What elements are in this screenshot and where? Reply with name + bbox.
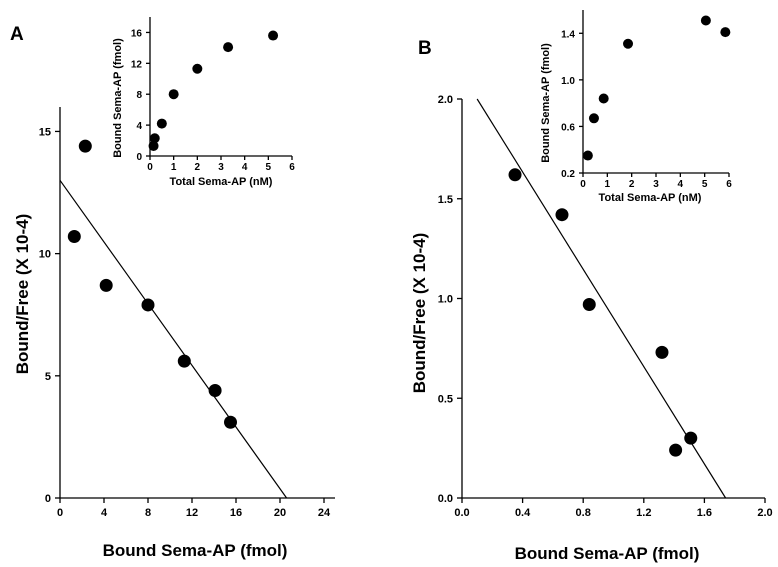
panel-b-inset-data-point [720, 27, 731, 38]
panel-b-main-data-point [655, 345, 669, 359]
panel-a-main-x-axis-label: Bound Sema-AP (fmol) [103, 541, 288, 560]
panel-b-main-y-tick-label: 1.0 [438, 294, 453, 306]
panel-a-inset-data-point [268, 30, 279, 41]
panel-b-inset-x-tick-label: 3 [653, 179, 659, 190]
panel-a-inset-data-point [148, 140, 159, 151]
panel-b-main-fit-line [476, 98, 727, 499]
panel-b-inset-x-tick-label: 2 [629, 179, 635, 190]
panel-a-main-data-point [78, 139, 92, 153]
panel-a-inset-x-tick-label: 4 [242, 162, 248, 173]
panel-a-main-x-tick-label: 16 [230, 507, 242, 519]
panel-a-inset-data-point [149, 133, 160, 144]
panel-a-main-y-tick-label: 15 [39, 126, 51, 138]
panel-b-main-x-tick-label: 0.0 [454, 507, 469, 519]
panel-a-main-y-tick-label: 5 [45, 371, 51, 383]
panel-a-letter: A [10, 24, 24, 45]
panel-b-main-x-tick-label: 1.6 [697, 507, 712, 519]
panel-b-main-x-tick-label: 2.0 [757, 507, 772, 519]
panel-a-main-x-tick-label: 20 [274, 507, 286, 519]
panel-b-inset-x-tick-label: 1 [605, 179, 611, 190]
panel-b-inset-data-point [700, 15, 711, 26]
panel-b-main-data-point [582, 297, 596, 311]
panel-b-main-data-point [669, 443, 683, 457]
panel-b-letter: B [418, 38, 432, 59]
panel-b-inset-data-point [598, 93, 609, 104]
panel-b: B 0.0 0.4 0.8 1.2 1.6 2.0 0.0 0.5 1.0 1.5 2.0 Bound… [410, 10, 773, 563]
panel-a-inset-data-point [223, 42, 234, 53]
panel-a-main-x-tick-label: 24 [318, 507, 331, 519]
panel-b-main-data-point [508, 168, 522, 182]
panel-a-inset-y-tick-label: 16 [131, 28, 143, 39]
panel-b-main-x-tick-label: 0.4 [515, 507, 531, 519]
panel-a-main-fit-line [59, 179, 288, 499]
panel-a-main-data-point [67, 230, 81, 244]
panel-b-inset-y-tick-label: 0.6 [561, 122, 575, 133]
panel-b-inset-x-axis-label: Total Sema-AP (nM) [599, 192, 702, 204]
panel-a-inset-data-point [192, 63, 203, 74]
panel-b-main-y-tick-label: 1.5 [438, 194, 453, 206]
panel-b-main-x-axis-label: Bound Sema-AP (fmol) [515, 544, 700, 563]
panel-a-inset-x-tick-label: 3 [218, 162, 224, 173]
panel-a-main-x-tick-label: 0 [57, 507, 63, 519]
panel-b-main-y-tick-label: 0.0 [438, 493, 453, 505]
panel-a-inset-y-tick-label: 0 [136, 152, 142, 163]
panel-b-inset-y-tick-label: 0.2 [561, 169, 575, 180]
panel-a-inset-x-tick-label: 5 [266, 162, 272, 173]
panel-b-main-y-tick-label: 2.0 [438, 94, 453, 106]
panel-b-main-data-point [684, 431, 698, 445]
panel-a-main-y-axis-label: Bound/Free (X 10-4) [13, 214, 32, 375]
panel-b-main-plot: 0.0 0.4 0.8 1.2 1.6 2.0 0.0 0.5 1.0 1.5 2.0 Bound S… [410, 94, 773, 563]
panel-b-inset-x-tick-label: 4 [678, 179, 684, 190]
panel-b-inset-y-tick-label: 1.0 [561, 76, 575, 87]
panel-b-inset-y-tick-label: 1.4 [561, 29, 575, 40]
panel-a-inset-y-axis-label: Bound Sema-AP (fmol) [112, 38, 124, 158]
panel-a-inset-x-tick-label: 2 [195, 162, 201, 173]
panel-a-main-y-tick-label: 0 [45, 493, 51, 505]
panel-a-inset-data-point [168, 89, 179, 100]
panel-b-inset-x-tick-label: 6 [726, 179, 732, 190]
panel-a-main-y-tick-label: 10 [39, 249, 51, 261]
panel-b-inset-data-point [582, 150, 593, 161]
panel-a-inset-x-tick-label: 6 [289, 162, 295, 173]
panel-a-inset-y-tick-label: 12 [131, 59, 143, 70]
panel-b-inset-plot: 0 1 2 3 4 5 6 0.2 0.6 1.0 1.4 Total Sema-AP (nM) Bou… [540, 10, 732, 204]
panel-a-main-x-tick-label: 12 [186, 507, 198, 519]
panel-b-main-data-point [555, 208, 569, 222]
panel-a-main-x-tick-label: 4 [101, 507, 108, 519]
panel-a-main-data-point [99, 278, 113, 292]
panel-b-inset-y-axis-label: Bound Sema-AP (fmol) [540, 43, 552, 163]
panel-a-inset-x-axis-label: Total Sema-AP (nM) [170, 176, 273, 188]
panel-a-main-data-point [224, 415, 237, 429]
panel-b-main-x-tick-label: 0.8 [576, 507, 591, 519]
panel-b-main-y-axis-label: Bound/Free (X 10-4) [410, 233, 429, 394]
panel-a-inset-data-point [156, 118, 167, 129]
panel-b-inset-data-point [623, 38, 634, 49]
panel-b-inset-data-point [588, 113, 599, 124]
panel-a-main-x-tick-label: 8 [145, 507, 151, 519]
panel-a-main-data-point [141, 298, 155, 312]
panel-b-main-y-tick-label: 0.5 [438, 393, 453, 405]
panel-b-inset-x-tick-label: 5 [702, 179, 708, 190]
panel-b-inset-x-tick-label: 0 [580, 179, 586, 190]
panel-a-main-data-point [177, 354, 191, 368]
panel-b-main-x-tick-label: 1.2 [636, 507, 651, 519]
panel-a-inset-x-tick-label: 1 [171, 162, 177, 173]
panel-a-inset-y-tick-label: 4 [136, 121, 142, 132]
panel-a-main-data-point [208, 383, 222, 397]
panel-a-inset-x-tick-label: 0 [147, 162, 153, 173]
panel-a-inset-y-tick-label: 8 [136, 90, 142, 101]
